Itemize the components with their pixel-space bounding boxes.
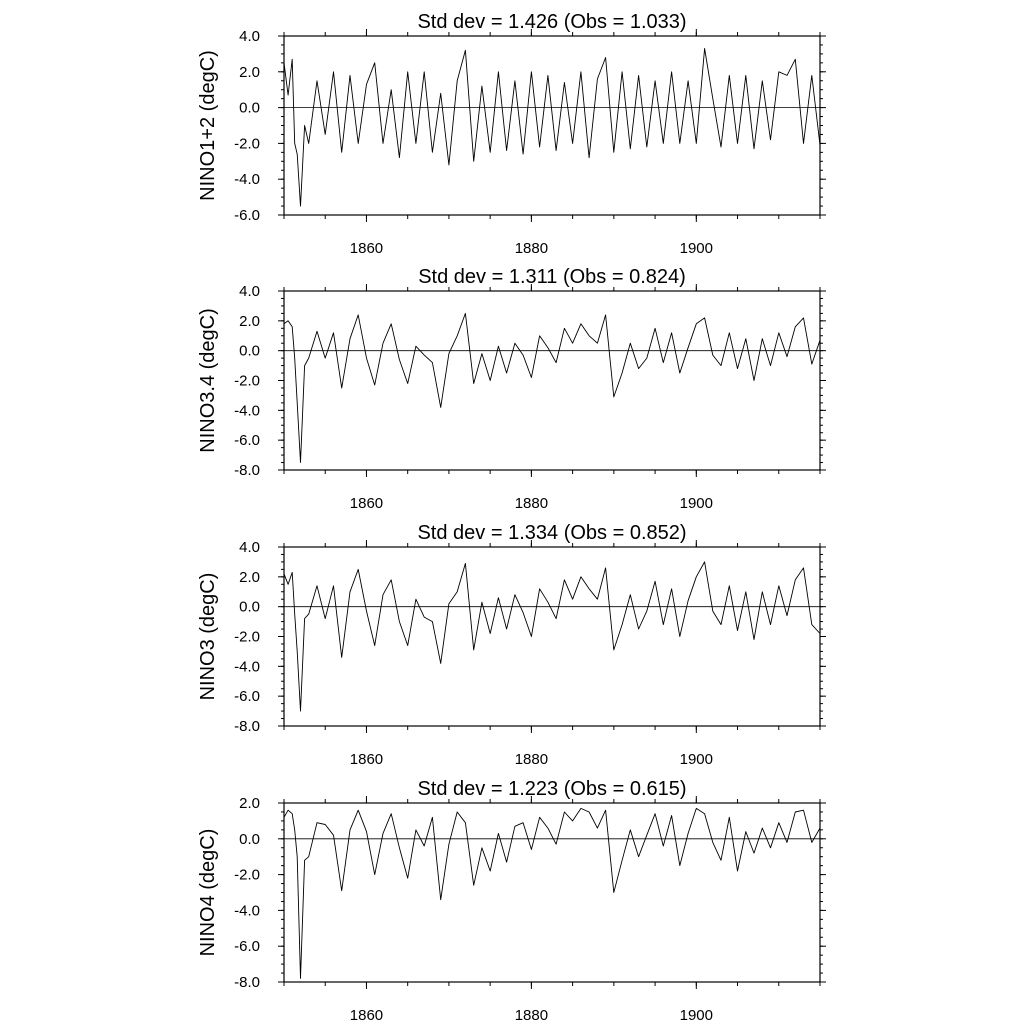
y-tick-label: 2.0 bbox=[239, 64, 260, 81]
y-tick-label: 4.0 bbox=[239, 28, 260, 45]
y-tick-label: -8.0 bbox=[234, 462, 260, 479]
panel-1: Std dev = 1.426 (Obs = 1.033) NINO1+2 (de… bbox=[197, 11, 826, 257]
x-tick-label: 1880 bbox=[515, 240, 548, 257]
y-tick-label: 2.0 bbox=[239, 795, 260, 812]
y-tick-label: 2.0 bbox=[239, 313, 260, 330]
series-line-1 bbox=[283, 561, 821, 712]
x-tick-label: 1880 bbox=[515, 495, 548, 512]
panel-4: Std dev = 1.223 (Obs = 0.615) NINO4 (degC… bbox=[197, 778, 826, 1024]
y-tick-label: 0.0 bbox=[239, 343, 260, 360]
y-tick-label: -4.0 bbox=[234, 402, 260, 419]
y-tick-label: -6.0 bbox=[234, 432, 260, 449]
panel-title: Std dev = 1.223 (Obs = 0.615) bbox=[417, 778, 686, 800]
x-tick-label: 1860 bbox=[350, 240, 383, 257]
x-tick-label: 1860 bbox=[350, 1007, 383, 1024]
y-tick-label: -8.0 bbox=[234, 974, 260, 991]
plot-frame bbox=[283, 546, 821, 727]
panel-3: Std dev = 1.334 (Obs = 0.852) NINO3 (degC… bbox=[197, 522, 826, 768]
y-tick-label: -2.0 bbox=[234, 135, 260, 152]
y-tick-label: -8.0 bbox=[234, 718, 260, 735]
panel-title: Std dev = 1.426 (Obs = 1.033) bbox=[417, 11, 686, 33]
y-tick-label: 4.0 bbox=[239, 283, 260, 300]
series-line-1 bbox=[283, 807, 821, 979]
plot-frame bbox=[283, 802, 821, 983]
panel-title: Std dev = 1.334 (Obs = 0.852) bbox=[417, 522, 686, 544]
y-tick-label: -2.0 bbox=[234, 629, 260, 646]
x-tick-label: 1900 bbox=[680, 751, 713, 768]
y-axis-label: NINO3 (degC) bbox=[197, 573, 219, 701]
y-tick-label: -2.0 bbox=[234, 373, 260, 390]
y-tick-label: -6.0 bbox=[234, 938, 260, 955]
x-tick-label: 1880 bbox=[515, 751, 548, 768]
y-tick-label: -2.0 bbox=[234, 867, 260, 884]
x-tick-label: 1900 bbox=[680, 240, 713, 257]
panel-2: Std dev = 1.311 (Obs = 0.824) NINO3.4 (de… bbox=[197, 266, 826, 512]
y-axis-label: NINO4 (degC) bbox=[197, 829, 219, 957]
y-tick-label: 0.0 bbox=[239, 599, 260, 616]
y-tick-label: -4.0 bbox=[234, 658, 260, 675]
y-tick-label: -4.0 bbox=[234, 171, 260, 188]
plot-frame bbox=[283, 290, 821, 471]
y-tick-label: 0.0 bbox=[239, 100, 260, 117]
series-line-1 bbox=[283, 312, 821, 463]
y-tick-label: 2.0 bbox=[239, 569, 260, 586]
y-tick-label: -4.0 bbox=[234, 902, 260, 919]
y-tick-label: -6.0 bbox=[234, 688, 260, 705]
series-line-1 bbox=[283, 48, 821, 207]
y-tick-label: -6.0 bbox=[234, 207, 260, 224]
y-tick-label: 4.0 bbox=[239, 539, 260, 556]
y-axis-label: NINO3.4 (degC) bbox=[197, 308, 219, 453]
x-tick-label: 1900 bbox=[680, 1007, 713, 1024]
panel-title: Std dev = 1.311 (Obs = 0.824) bbox=[418, 266, 686, 288]
x-tick-label: 1880 bbox=[515, 1007, 548, 1024]
y-axis-label: NINO1+2 (degC) bbox=[197, 50, 219, 201]
y-tick-label: 0.0 bbox=[239, 831, 260, 848]
x-tick-label: 1860 bbox=[350, 751, 383, 768]
x-tick-label: 1860 bbox=[350, 495, 383, 512]
x-tick-label: 1900 bbox=[680, 495, 713, 512]
